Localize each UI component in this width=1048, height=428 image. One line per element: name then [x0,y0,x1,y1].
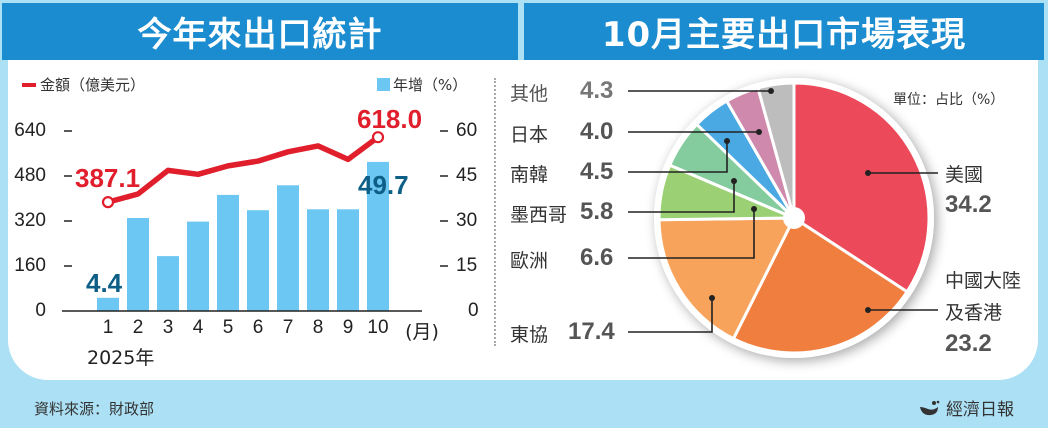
legend-growth-label: 年增（%） [393,76,468,94]
slice-name-asean: 東協 [510,324,549,346]
left-axis-tick: 640 [14,120,46,141]
growth-bars [97,161,389,311]
right-axis-tick: 60 [456,120,478,141]
slice-value-usa: 34.2 [945,191,992,218]
right-axis-tick: 45 [456,165,478,186]
x-tick: 7 [282,317,294,338]
right-axis-tick: 15 [456,255,478,276]
slice-value-mexico: 5.8 [580,198,614,225]
amount-line [107,134,380,205]
brand-logo: 經濟日報 [918,395,1014,420]
left-title-banner: 今年來出口統計 [2,3,518,60]
slice-name-usa: 美國 [945,164,984,186]
slice-value-japan: 4.0 [580,118,614,145]
pie-center-hole [783,207,805,229]
axis-ticks [64,130,448,267]
slice-value-korea: 4.5 [580,158,614,185]
growth-bar [247,210,269,311]
left-axis-tick: 160 [14,255,46,276]
x-tick: 3 [162,317,174,338]
growth-bar [337,209,359,311]
growth-bar [277,185,299,311]
bar-swatch-icon [377,78,390,91]
slice-name-china-line2: 及香港 [945,302,1003,324]
pie-slices [657,81,931,355]
growth-bar [157,256,179,311]
slice-name-japan: 日本 [510,124,549,146]
brand-name: 經濟日報 [946,400,1014,420]
pie-slice [756,81,796,219]
last-growth-label: 49.7 [358,170,409,200]
legend-amount: 金額（億美元） [22,74,145,95]
slice-name-europe: 歐洲 [510,250,549,272]
right-title-banner: 10月主要出口市場表現 [524,3,1044,60]
slice-name-korea: 南韓 [510,164,549,186]
right-axis-tick: 30 [456,210,478,231]
growth-bar [127,218,149,311]
line-swatch-icon [22,82,36,87]
leader-dots [709,88,871,313]
x-tick: 8 [312,317,324,338]
line-endpoint-last [371,131,385,144]
slice-value-other: 4.3 [580,77,614,104]
first-amount-label: 387.1 [75,163,141,193]
growth-bar [217,194,239,311]
pie-slice [731,215,910,355]
x-tick: 10 [367,317,389,338]
panel-divider [494,78,496,346]
brand-icon [920,400,940,415]
left-axis-tick: 0 [35,300,46,321]
slice-name-mexico: 墨西哥 [510,204,568,226]
x-tick: 9 [342,317,354,338]
growth-bar [187,221,209,311]
first-growth-label: 4.4 [86,268,123,298]
left-axis-tick: 320 [14,210,46,231]
growth-bar [97,297,119,311]
growth-bar [307,209,329,311]
legend-growth: 年增（%） [377,74,467,95]
pie-unit-label: 單位：占比（%） [893,92,1005,108]
slice-name-china-line1: 中國大陸 [945,270,1022,292]
last-amount-label: 618.0 [357,104,423,134]
year-label: 2025年 [87,347,155,369]
slice-value-china: 23.2 [945,330,992,357]
x-tick: 6 [252,317,264,338]
x-tick: 2 [132,317,144,338]
slice-value-asean: 17.4 [568,318,615,345]
x-tick: 5 [222,317,234,338]
growth-bar [367,161,389,311]
right-axis-tick: 0 [468,300,479,321]
slice-value-europe: 6.6 [580,244,614,271]
x-unit-label: (月) [405,321,439,343]
leader-lines [628,90,938,333]
slice-name-other: 其他 [510,83,549,105]
x-tick: 4 [192,317,204,338]
source-label: 資料來源：財政部 [34,400,155,418]
x-tick: 1 [102,317,114,338]
left-axis-tick: 480 [14,165,46,186]
pie-slice [657,216,797,341]
legend-amount-label: 金額（億美元） [40,76,146,94]
line-endpoint-first [101,196,115,209]
